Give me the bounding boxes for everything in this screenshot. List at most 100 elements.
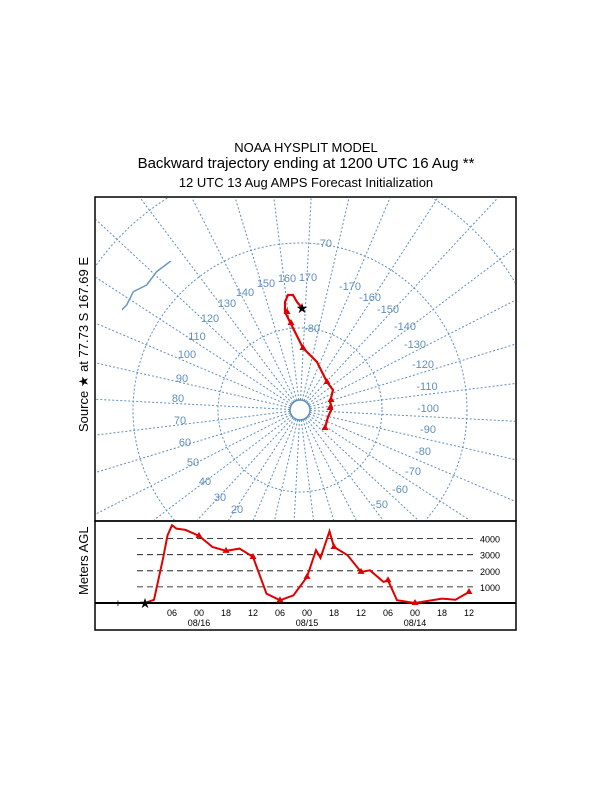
meridian-line bbox=[309, 410, 515, 422]
longitude-label: 60 bbox=[179, 437, 191, 449]
longitude-label: -100 bbox=[417, 403, 439, 415]
trajectory-marker bbox=[321, 424, 329, 430]
meridian-line bbox=[300, 198, 312, 401]
height-marker bbox=[357, 567, 365, 574]
longitude-label: 150 bbox=[257, 278, 275, 290]
lat-lon-grid bbox=[96, 198, 515, 520]
longitude-label: 80 bbox=[172, 393, 184, 405]
longitude-label: -130 bbox=[404, 339, 426, 351]
meridian-line bbox=[96, 362, 291, 409]
y-tick-label: 3000 bbox=[480, 551, 500, 561]
x-tick-label: 06 bbox=[275, 608, 285, 618]
meridian-line bbox=[191, 198, 296, 402]
initialization-label: 12 UTC 13 Aug AMPS Forecast Initializati… bbox=[178, 175, 434, 190]
source-star-icon: ★ bbox=[296, 300, 309, 316]
meridian-line bbox=[139, 198, 295, 403]
latitude-label: -70 bbox=[316, 238, 332, 250]
y-tick-label: 2000 bbox=[480, 567, 500, 577]
longitude-label: 20 bbox=[231, 504, 243, 516]
longitude-label: -140 bbox=[394, 321, 416, 333]
height-marker bbox=[249, 552, 257, 559]
latitude-circle bbox=[217, 327, 383, 493]
trajectory-marker bbox=[287, 319, 295, 325]
meridian-line bbox=[274, 419, 299, 520]
meridian-line bbox=[306, 416, 419, 520]
meridian-line bbox=[96, 322, 291, 407]
height-marker bbox=[303, 572, 311, 579]
height-frame bbox=[94, 520, 517, 631]
trajectory-markers bbox=[283, 308, 335, 430]
height-panel: 1000 2000 3000 4000 06 00 18 12 06 00 18 12 06 00 18 1… bbox=[76, 520, 517, 631]
trajectory-path bbox=[283, 293, 335, 429]
x-tick-label: 00 bbox=[302, 608, 312, 618]
y-tick-label: 1000 bbox=[480, 583, 500, 593]
longitude-label: 70 bbox=[174, 415, 186, 427]
meridian-line bbox=[252, 419, 297, 520]
meridian-line bbox=[305, 198, 439, 402]
meridian-line bbox=[308, 300, 515, 406]
longitude-label: 160 bbox=[278, 273, 296, 285]
meridian-line bbox=[300, 419, 315, 520]
height-marker bbox=[222, 546, 230, 553]
longitude-label: 90 bbox=[176, 373, 188, 385]
meridian-line bbox=[304, 418, 357, 520]
longitude-label: 50 bbox=[187, 457, 199, 469]
meridian-line bbox=[306, 198, 499, 404]
trajectory-marker bbox=[283, 308, 291, 314]
meridian-line bbox=[96, 277, 292, 405]
latitude-circle bbox=[132, 242, 468, 520]
meridian-line bbox=[96, 219, 294, 404]
map-frame bbox=[94, 196, 517, 522]
meridian-line bbox=[305, 417, 384, 520]
meridian-line bbox=[309, 413, 515, 502]
longitude-label: -170 bbox=[339, 281, 361, 293]
longitude-label: 170 bbox=[299, 272, 317, 284]
meridian-line bbox=[309, 343, 515, 408]
meridian-line bbox=[228, 418, 295, 520]
height-marker bbox=[411, 599, 419, 605]
meridian-line bbox=[293, 419, 300, 520]
longitude-label: 130 bbox=[218, 298, 236, 310]
date-label: 08/14 bbox=[404, 618, 427, 628]
trajectory-marker bbox=[323, 378, 331, 384]
meridian-line bbox=[234, 198, 298, 401]
meridian-line bbox=[308, 415, 470, 520]
height-marker bbox=[195, 531, 203, 538]
longitude-label: -70 bbox=[405, 466, 421, 478]
model-title: NOAA HYSPLIT MODEL bbox=[234, 140, 378, 155]
x-tick-label: 06 bbox=[383, 608, 393, 618]
height-series-line bbox=[144, 523, 470, 605]
meridian-line bbox=[307, 247, 515, 405]
source-star-icon: ★ bbox=[139, 595, 152, 611]
meridian-line bbox=[197, 416, 294, 520]
trajectory-marker bbox=[327, 396, 335, 402]
longitude-label: -90 bbox=[420, 424, 436, 436]
meridian-line bbox=[302, 419, 335, 520]
meridian-line bbox=[309, 383, 515, 410]
x-tick-label: 00 bbox=[194, 608, 204, 618]
longitude-label: 100 bbox=[178, 349, 196, 361]
longitude-label: 30 bbox=[214, 492, 226, 504]
meridian-line bbox=[303, 198, 391, 401]
longitude-label: -150 bbox=[377, 304, 399, 316]
x-tick-label: 06 bbox=[167, 608, 177, 618]
latitude-label: -80 bbox=[304, 323, 320, 335]
x-tick-label: 18 bbox=[221, 608, 231, 618]
height-marker bbox=[465, 588, 473, 595]
x-tick-label: 12 bbox=[464, 608, 474, 618]
meridian-line bbox=[96, 410, 291, 436]
trajectory-marker bbox=[299, 344, 307, 350]
x-tick-label: 12 bbox=[248, 608, 258, 618]
meridian-line bbox=[96, 398, 291, 410]
longitude-label: 120 bbox=[201, 313, 219, 325]
x-tick-label: 12 bbox=[356, 608, 366, 618]
meridian-line bbox=[96, 414, 292, 515]
meridian-line bbox=[153, 415, 293, 520]
source-plus-icon: + bbox=[115, 598, 121, 610]
longitude-label: 140 bbox=[236, 287, 254, 299]
y-axis-label: Meters AGL bbox=[76, 526, 91, 595]
trajectory-title: Backward trajectory ending at 1200 UTC 1… bbox=[137, 155, 475, 172]
height-marker bbox=[276, 596, 284, 603]
